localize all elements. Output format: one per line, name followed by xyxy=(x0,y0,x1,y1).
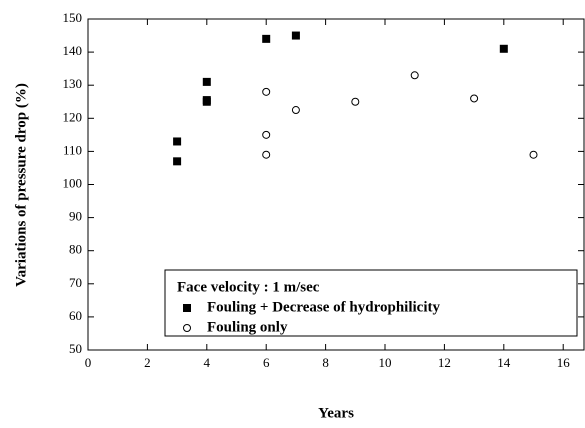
y-tick-label: 100 xyxy=(63,175,83,190)
y-tick-label: 80 xyxy=(69,242,82,257)
y-tick-label: 150 xyxy=(63,10,83,25)
legend-label: Fouling only xyxy=(207,319,288,335)
point xyxy=(262,130,271,139)
point xyxy=(291,31,300,40)
point xyxy=(262,87,271,96)
point xyxy=(410,71,419,80)
point xyxy=(351,97,360,106)
legend-title: Face velocity : 1 m/sec xyxy=(177,279,320,295)
point xyxy=(173,137,182,146)
x-tick-label: 16 xyxy=(557,355,571,370)
y-tick-label: 110 xyxy=(63,142,82,157)
x-tick-label: 4 xyxy=(204,355,211,370)
y-tick-label: 130 xyxy=(63,76,83,91)
y-tick-label: 50 xyxy=(69,341,82,356)
x-axis-label: Years xyxy=(318,405,354,421)
point xyxy=(202,77,211,86)
y-tick-label: 70 xyxy=(69,275,82,290)
point xyxy=(499,44,508,53)
point xyxy=(202,97,211,106)
point xyxy=(262,150,271,159)
point xyxy=(470,94,479,103)
y-tick-label: 90 xyxy=(69,209,82,224)
x-tick-label: 12 xyxy=(438,355,451,370)
x-tick-label: 2 xyxy=(144,355,151,370)
point xyxy=(291,106,300,115)
y-axis-label: Variations of pressure drop (%) xyxy=(13,83,29,287)
x-tick-label: 10 xyxy=(379,355,392,370)
x-tick-label: 14 xyxy=(497,355,511,370)
point xyxy=(173,157,182,166)
point xyxy=(262,34,271,43)
x-tick-label: 6 xyxy=(263,355,270,370)
legend-marker xyxy=(183,324,191,332)
x-tick-label: 8 xyxy=(322,355,329,370)
x-tick-label: 0 xyxy=(85,355,92,370)
y-tick-label: 140 xyxy=(63,43,83,58)
y-tick-label: 60 xyxy=(69,308,82,323)
legend-label: Fouling + Decrease of hydrophilicity xyxy=(207,299,440,315)
point xyxy=(529,150,538,159)
y-tick-label: 120 xyxy=(63,109,83,124)
legend-marker xyxy=(183,304,191,312)
legend-box xyxy=(164,269,578,337)
